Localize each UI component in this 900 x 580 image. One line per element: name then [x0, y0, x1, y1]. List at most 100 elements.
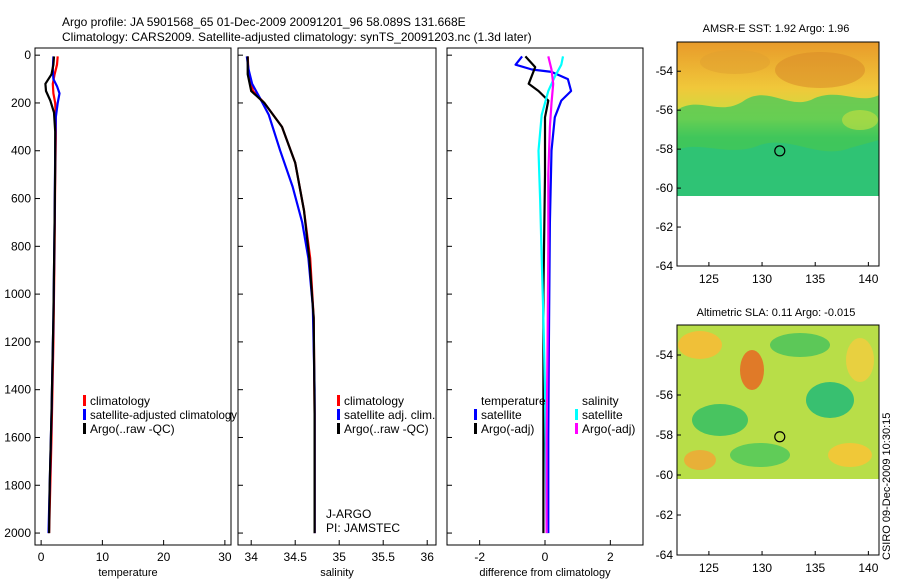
series-line-argo-raw-qc	[246, 56, 316, 534]
map-y-tick-label: -56	[656, 103, 674, 117]
legend-label-satellite-adj: satellite adj. clim.	[344, 408, 435, 422]
temperature-xlabel: temperature	[98, 567, 157, 579]
x-tick-label: 34	[245, 550, 259, 564]
map-x-tick-label: 140	[858, 561, 878, 575]
legend-label-temp-satellite: satellite	[481, 408, 522, 422]
sst-map-axes: 125 130 135 140 -54 -56 -58 -60 -62 -64	[656, 64, 879, 286]
y-tick-label: 600	[11, 192, 31, 206]
series-line-temperature-satellite	[514, 55, 573, 534]
y-tick-label: 2000	[4, 526, 31, 540]
map-x-tick-label: 125	[699, 561, 719, 575]
salinity-plot: 34 34.5 35 35.5 36	[238, 54, 434, 564]
y-tick-label: 1600	[4, 430, 31, 444]
x-tick-label: 0	[38, 550, 45, 564]
map-y-tick-label: -60	[656, 181, 674, 195]
legend-label-argo: Argo(..raw -QC)	[90, 422, 175, 436]
map-y-tick-label: -56	[656, 388, 674, 402]
series-line-argo-raw-qc	[44, 56, 57, 534]
y-tick-label: 1800	[4, 478, 31, 492]
legend-swatch-temp-argo	[474, 423, 477, 434]
header-line-2: Climatology: CARS2009. Satellite-adjuste…	[62, 30, 532, 44]
y-tick-label: 1000	[4, 287, 31, 301]
legend-header-temperature: temperature	[481, 394, 546, 408]
difference-xlabel: difference from climatology	[479, 567, 611, 579]
series-line-salinity-satellite	[537, 56, 565, 534]
map-y-tick-label: -54	[656, 64, 674, 78]
series-line-climatology	[246, 56, 316, 534]
map-x-tick-label: 125	[699, 272, 719, 286]
float-pi-label: PI: JAMSTEC	[326, 521, 400, 535]
legend-label-satellite-adjusted: satellite-adjusted climatology	[90, 408, 237, 422]
salinity-legend: climatology satellite adj. clim. Argo(..…	[337, 394, 435, 436]
sla-field	[677, 325, 879, 479]
x-tick-label: 0	[542, 550, 549, 564]
legend-swatch-argo	[83, 423, 86, 434]
temperature-axes-frame	[34, 47, 232, 546]
y-tick-label: 1200	[4, 335, 31, 349]
legend-swatch-climatology	[83, 395, 86, 406]
x-tick-label: 35.5	[372, 550, 396, 564]
y-tick-label: 1400	[4, 383, 31, 397]
sst-map-panel: AMSR-E SST: 1.92 Argo: 1.96 125 130 135 140…	[656, 23, 880, 286]
argo-float-marker	[774, 145, 786, 157]
map-y-tick-label: -62	[656, 220, 674, 234]
difference-panel: -2 0 2 difference from climatology tempera…	[446, 47, 644, 579]
argo-float-marker	[774, 431, 786, 443]
map-y-tick-label: -62	[656, 508, 674, 522]
map-y-tick-label: -58	[656, 142, 674, 156]
sst-map-frame	[676, 41, 880, 267]
legend-label-climatology: climatology	[344, 394, 404, 408]
credit-timestamp: CSIRO 09-Dec-2009 10:30:15	[881, 413, 893, 560]
salinity-panel: 34 34.5 35 35.5 36 salinity climatology sate…	[237, 47, 437, 579]
legend-header-salinity: salinity	[582, 394, 619, 408]
x-tick-label: -2	[474, 550, 485, 564]
map-y-tick-label: -60	[656, 468, 674, 482]
temperature-plot: 0 10 20 30 0 200 400 600 800 1000 1200 1400 1600 1800…	[4, 48, 232, 564]
map-y-tick-label: -58	[656, 428, 674, 442]
x-tick-label: 34.5	[284, 550, 308, 564]
legend-swatch-sal-satellite	[575, 409, 578, 420]
legend-label-climatology: climatology	[90, 394, 150, 408]
legend-label-temp-argo: Argo(-adj)	[481, 422, 534, 436]
map-x-tick-label: 130	[752, 561, 772, 575]
map-y-tick-label: -64	[656, 548, 674, 562]
y-tick-label: 400	[11, 144, 31, 158]
legend-swatch-climatology	[337, 395, 340, 406]
salinity-xlabel: salinity	[320, 567, 354, 579]
map-y-tick-label: -64	[656, 259, 674, 273]
sla-map-panel: Altimetric SLA: 0.11 Argo: -0.015 125 130…	[656, 307, 880, 575]
legend-label-sal-argo: Argo(-adj)	[582, 422, 635, 436]
y-tick-label: 200	[11, 96, 31, 110]
map-x-tick-label: 130	[752, 272, 772, 286]
map-x-tick-label: 135	[805, 561, 825, 575]
x-tick-label: 30	[218, 550, 232, 564]
legend-swatch-sal-argo	[575, 423, 578, 434]
temperature-panel: 0 10 20 30 0 200 400 600 800 1000 1200 1400 1600 1800…	[4, 47, 237, 579]
legend-swatch-temp-satellite	[474, 409, 477, 420]
difference-legend: temperature salinity satellite Argo(-adj…	[474, 394, 635, 436]
series-line-satellite-adj-clim	[245, 56, 316, 534]
legend-label-argo: Argo(..raw -QC)	[344, 422, 429, 436]
float-program-label: J-ARGO	[326, 507, 371, 521]
difference-plot: -2 0 2	[447, 54, 614, 564]
series-line-salinity-argo-adj	[545, 56, 555, 534]
temperature-legend: climatology satellite-adjusted climatolo…	[83, 394, 237, 436]
sla-map-frame	[676, 324, 880, 556]
salinity-axes-frame	[237, 47, 437, 546]
y-tick-label: 800	[11, 239, 31, 253]
x-tick-label: 20	[157, 550, 171, 564]
sst-field	[677, 42, 879, 196]
sst-map-title: AMSR-E SST: 1.92 Argo: 1.96	[703, 23, 850, 35]
legend-swatch-argo	[337, 423, 340, 434]
header-line-1: Argo profile: JA 5901568_65 01-Dec-2009 …	[62, 15, 466, 29]
map-x-tick-label: 140	[858, 272, 878, 286]
x-tick-label: 35	[333, 550, 347, 564]
y-tick-label: 0	[24, 48, 31, 62]
x-tick-label: 2	[607, 550, 614, 564]
map-y-tick-label: -54	[656, 348, 674, 362]
x-tick-label: 10	[96, 550, 110, 564]
legend-swatch-satellite-adjusted	[83, 409, 86, 420]
legend-swatch-satellite-adj	[337, 409, 340, 420]
sla-map-title: Altimetric SLA: 0.11 Argo: -0.015	[697, 307, 856, 319]
